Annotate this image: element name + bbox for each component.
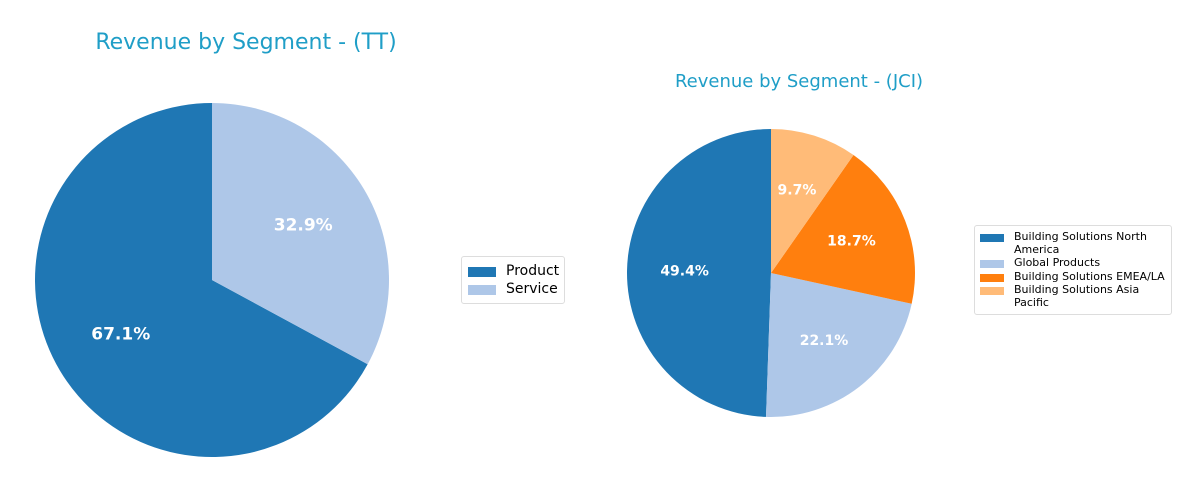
legend-item: Building Solutions North America <box>980 230 1166 256</box>
data-label-1-2: 18.7% <box>827 234 876 250</box>
legend-swatch <box>980 234 1004 242</box>
legend-item: Building Solutions Asia Pacific <box>980 283 1166 309</box>
pie-slice-1-1 <box>766 273 912 417</box>
pie-slice-0-0 <box>34 103 368 457</box>
legend-jci: Building Solutions North America Global Pr… <box>974 225 1172 315</box>
legend-swatch <box>468 285 496 295</box>
legend-label: Building Solutions EMEA/LA <box>1014 269 1165 283</box>
data-label-0-0: 67.1% <box>91 324 150 344</box>
data-label-1-3: 9.7% <box>778 183 817 199</box>
chart-title-tt: Revenue by Segment - (TT) <box>95 30 397 55</box>
legend-item: Service <box>468 281 558 297</box>
data-label-1-0: 49.4% <box>660 264 709 280</box>
pie-slice-1-0 <box>626 129 771 417</box>
legend-label: Global Products <box>1014 256 1101 269</box>
legend-item: Global Products <box>980 256 1166 270</box>
legend-swatch <box>980 287 1004 295</box>
data-label-0-1: 32.9% <box>274 216 333 236</box>
legend-swatch <box>980 273 1004 282</box>
legend-tt: Product Service <box>461 256 565 304</box>
chart-title-jci: Revenue by Segment - (JCI) <box>674 71 924 92</box>
legend-swatch <box>980 260 1004 268</box>
legend-label: Service <box>506 281 558 297</box>
legend-item: Building Solutions EMEA/LA <box>980 269 1166 284</box>
pie-slice-0-1 <box>212 103 389 365</box>
legend-label: Building Solutions Asia Pacific <box>1014 283 1140 309</box>
data-label-1-1: 22.1% <box>800 333 849 349</box>
legend-label: Product <box>506 263 560 279</box>
legend-item: Product <box>468 263 560 279</box>
legend-swatch <box>468 267 496 277</box>
legend-label: Building Solutions North America <box>1014 230 1147 256</box>
pie-slice-1-2 <box>771 154 915 304</box>
pie-slice-1-3 <box>771 129 854 273</box>
